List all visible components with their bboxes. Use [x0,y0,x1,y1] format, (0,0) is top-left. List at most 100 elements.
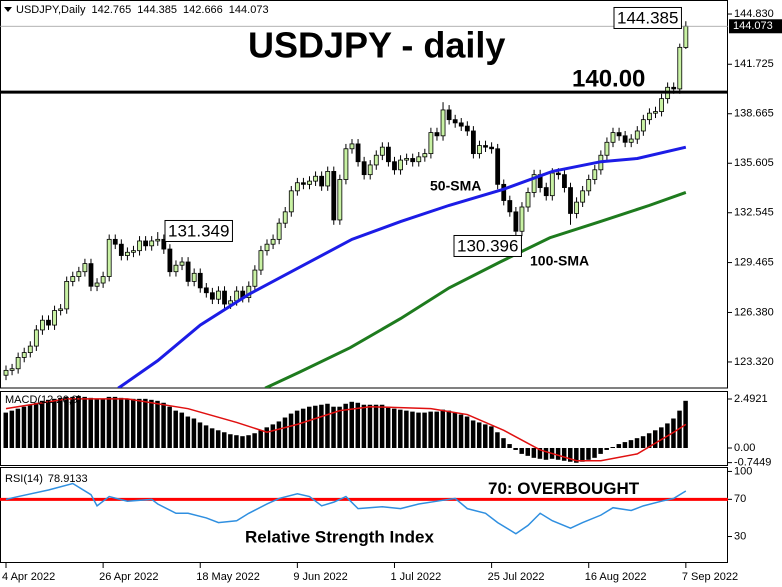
header: USDJPY,Daily 142.765 144.385 142.666 144.073 [16,4,269,16]
candle-body [337,179,343,221]
candle-body [355,143,361,163]
x-tick-label: 7 Sep 2022 [682,571,738,583]
series-label: 50-SMA [430,178,481,194]
candle-body [301,182,306,185]
macd-bar [240,436,245,448]
macd-bar [27,404,33,448]
macd-bar [580,447,585,462]
macd-bar [525,447,531,456]
candle-body [331,171,337,221]
macd-bar [404,410,409,448]
macd-bar [215,430,221,448]
macd-bar [640,436,646,448]
candle-body [319,175,325,187]
macd-bar [568,447,573,462]
candle-body [446,109,452,121]
candle-body [40,319,45,331]
candle-body [495,148,501,185]
macd-bar [106,396,112,448]
candle-body [173,264,179,273]
candle-body [52,310,57,326]
macd-bar [64,396,69,448]
macd-bar [319,404,324,448]
x-tick-label: 1 Jul 2022 [390,571,441,583]
candle-body [264,243,270,252]
header-arrow [4,7,12,12]
candle-body [313,175,318,182]
candle-body [270,238,276,245]
candle-body [501,183,507,201]
macd-bar [70,396,75,448]
plot-layer: 123.320 126.380 129.465 132.545 135.605 138.6… [0,4,782,583]
candle-body [167,248,173,273]
y-tick-label: 135.605 [734,157,774,169]
candle-body [94,282,100,287]
candle-body [489,146,495,150]
candle-body [125,251,130,256]
macd-bar [373,404,379,448]
macd-bar [100,398,106,448]
candle-body [191,272,197,282]
macd-bar [513,447,518,450]
macd-bar [501,438,506,448]
price-callout-box [613,6,682,29]
candle-body [392,161,397,171]
level-label: 140.00 [572,65,645,92]
candle-body [373,154,379,166]
candle-body [477,145,482,155]
annotation: Relative Strength Index [245,527,434,546]
candle-body [234,290,240,302]
macd-bar [574,447,579,463]
macd-bar [646,433,652,448]
candle-body [222,290,227,305]
macd-bar [325,403,330,448]
macd-bar [270,424,276,448]
candle-body [58,308,64,311]
candle-body [440,109,446,137]
candle-body [3,369,9,376]
header-symbol: USDJPY,Daily [16,4,86,16]
macd-bar [634,438,640,448]
panel-title: RSI(14) 78.9133 [5,473,88,485]
macd-bar [9,410,15,448]
macd-bar [15,408,21,448]
candle-body [452,119,458,124]
candle-body [307,180,312,185]
macd-bar [561,447,567,461]
macd-bar [598,447,603,454]
candle-body [404,158,410,161]
candle-body [9,368,15,371]
candle-body [483,145,488,148]
macd-bar [379,404,385,448]
macd-bar [628,440,634,448]
macd-bar [537,447,543,459]
macd-bar [398,409,403,448]
y-tick-label: 0.00 [734,442,755,454]
macd-bar [385,406,391,448]
candle-body [398,159,403,171]
macd-bar [349,401,354,448]
candle-body [88,263,94,287]
macd-bar [124,398,130,448]
candle-body [46,319,51,326]
candle-body [64,281,70,310]
macd-bar [173,410,178,448]
candle-body [276,222,282,240]
macd-bar [489,426,494,448]
candle-body [659,98,664,112]
price-marker-label: 144.073 [733,20,773,32]
candle-body [386,146,391,163]
signal-line [5,398,687,462]
candle-body [379,146,385,156]
macd-bar [592,447,597,458]
candle-body [203,287,209,294]
y-tick-label: 144.830 [734,8,774,20]
candle-body [458,122,464,127]
macd-bar [294,410,300,448]
candle-body [197,272,203,289]
macd-bar [33,402,39,448]
macd-bar [434,411,439,448]
candle-body [27,345,33,353]
macd-bar [458,414,464,448]
macd-bar [143,398,148,448]
